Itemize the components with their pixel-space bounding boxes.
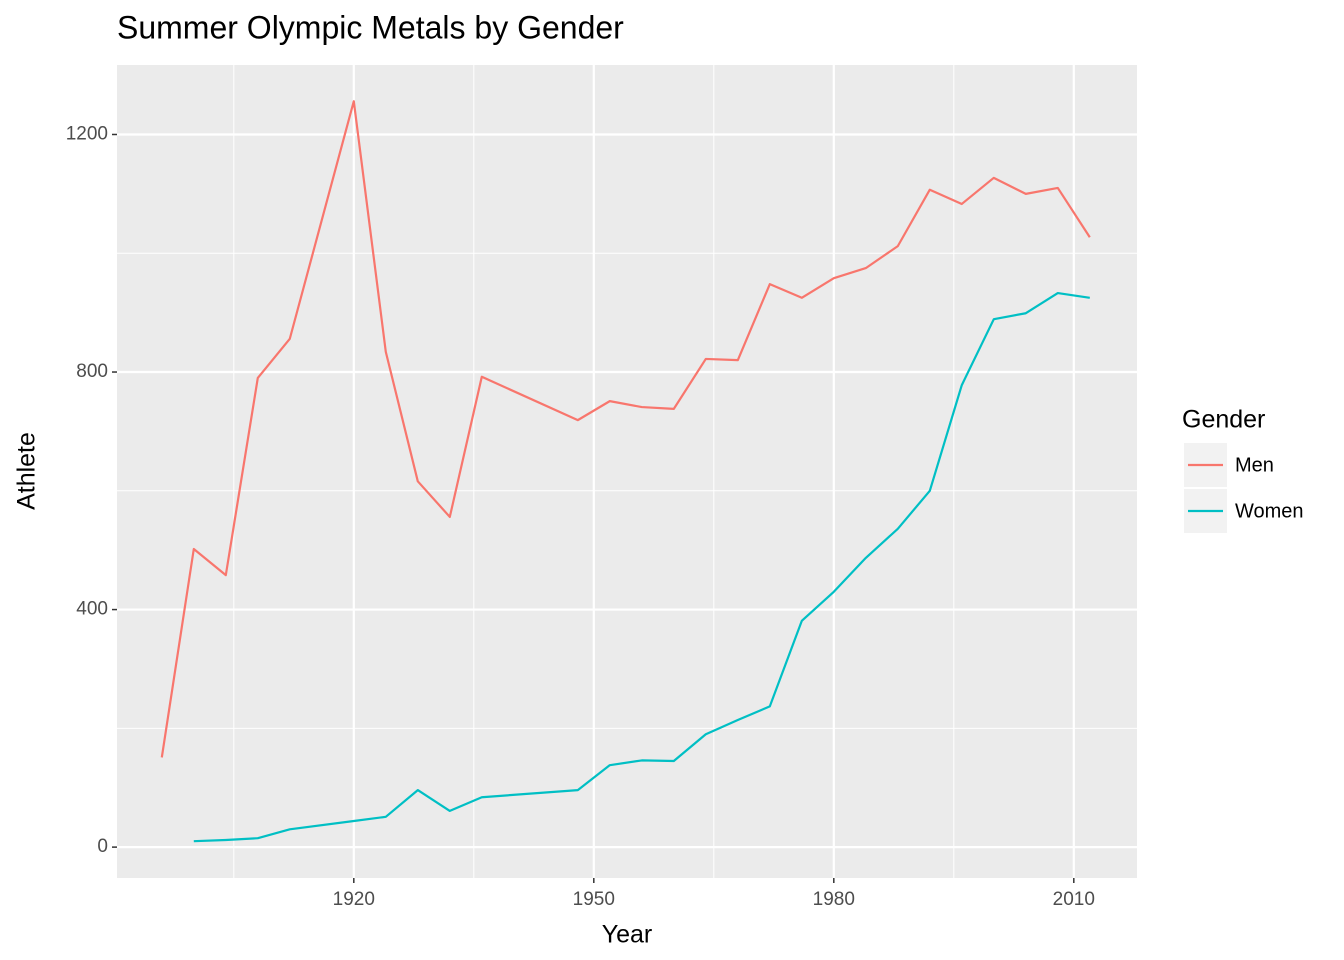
series-line — [193, 291, 1090, 843]
y-tick-label: 1200 — [66, 123, 108, 144]
x-axis-title: Year — [602, 921, 653, 949]
chart-title: Summer Olympic Metals by Gender — [117, 9, 624, 45]
x-tick-label: 2010 — [1053, 889, 1095, 910]
major-grid — [117, 65, 1137, 878]
y-tick-label: 400 — [76, 599, 108, 620]
legend-label: Women — [1235, 500, 1304, 522]
series-line — [160, 100, 1091, 758]
y-tick-label: 800 — [76, 361, 108, 382]
x-tick-label: 1980 — [813, 889, 855, 910]
x-tick-label: 1920 — [333, 889, 375, 910]
legend: Gender Men Women — [1182, 406, 1304, 533]
legend-label: Men — [1235, 454, 1274, 476]
legend-title: Gender — [1182, 406, 1265, 434]
x-tick-label: 1950 — [573, 889, 615, 910]
y-tick-label: 0 — [97, 836, 108, 857]
lines — [160, 100, 1091, 843]
axes: 1920 1950 1980 2010 0 400 800 1200 — [66, 123, 1095, 910]
y-axis-title: Athlete — [13, 432, 41, 510]
